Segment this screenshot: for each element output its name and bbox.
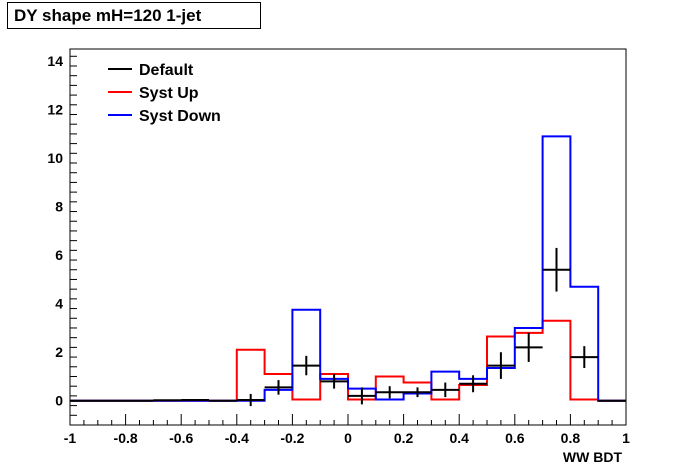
data-point [264, 380, 293, 395]
data-point [236, 393, 265, 407]
legend-entry: Syst Up [108, 85, 199, 102]
data-point [514, 332, 543, 362]
x-axis-label: WW BDT [563, 449, 623, 465]
chart-title: DY shape mH=120 1-jet [7, 2, 261, 29]
x-tick-label: 0.8 [561, 430, 581, 446]
data-point [487, 352, 515, 379]
y-tick-label: 0 [55, 393, 63, 409]
data-point [209, 399, 237, 402]
y-tick-label: 4 [55, 296, 63, 312]
y-tick-label: 14 [47, 53, 63, 69]
y-tick-label: 12 [47, 102, 63, 118]
data-point [97, 399, 126, 402]
data-point [431, 382, 460, 398]
x-tick-label: -0.2 [280, 430, 304, 446]
axis-ticks [69, 55, 627, 426]
x-tick-label: -0.4 [225, 430, 249, 446]
x-tick-labels: -1 -0.8 -0.6 -0.4 -0.2 0 0.2 0.4 0.6 0.8 1 [64, 430, 630, 446]
data-point [459, 375, 487, 393]
plot-frame [69, 48, 627, 426]
data-point [292, 355, 321, 376]
data-point [320, 374, 348, 389]
x-tick-label: -0.6 [169, 430, 193, 446]
data-point [153, 399, 182, 402]
data-point [70, 399, 98, 402]
series-layer [70, 135, 626, 407]
data-point [375, 386, 404, 399]
data-point [348, 387, 376, 405]
x-tick-label: 0.4 [449, 430, 469, 446]
x-tick-label: 0.6 [505, 430, 525, 446]
data-point [403, 387, 432, 398]
y-tick-labels: 0 2 4 6 8 10 12 14 [47, 53, 63, 409]
x-tick-label: -1 [64, 430, 77, 446]
legend-entry: Default [108, 62, 194, 79]
data-point [542, 247, 571, 292]
y-tick-label: 6 [55, 247, 63, 263]
x-tick-label: -0.8 [114, 430, 138, 446]
data-point [125, 399, 154, 402]
legend-label: Syst Up [139, 85, 199, 102]
legend-label: Syst Down [139, 108, 221, 125]
y-tick-label: 8 [55, 199, 63, 215]
legend-label: Default [139, 62, 194, 79]
data-point [570, 346, 599, 368]
y-tick-label: 2 [55, 344, 63, 360]
legend-entry: Syst Down [108, 108, 221, 125]
y-tick-label: 10 [47, 150, 63, 166]
x-tick-label: 0.2 [394, 430, 414, 446]
legend: Default Syst Up Syst Down [108, 62, 221, 125]
data-point [181, 399, 209, 402]
x-tick-label: 1 [622, 430, 630, 446]
x-tick-label: 0 [344, 430, 352, 446]
